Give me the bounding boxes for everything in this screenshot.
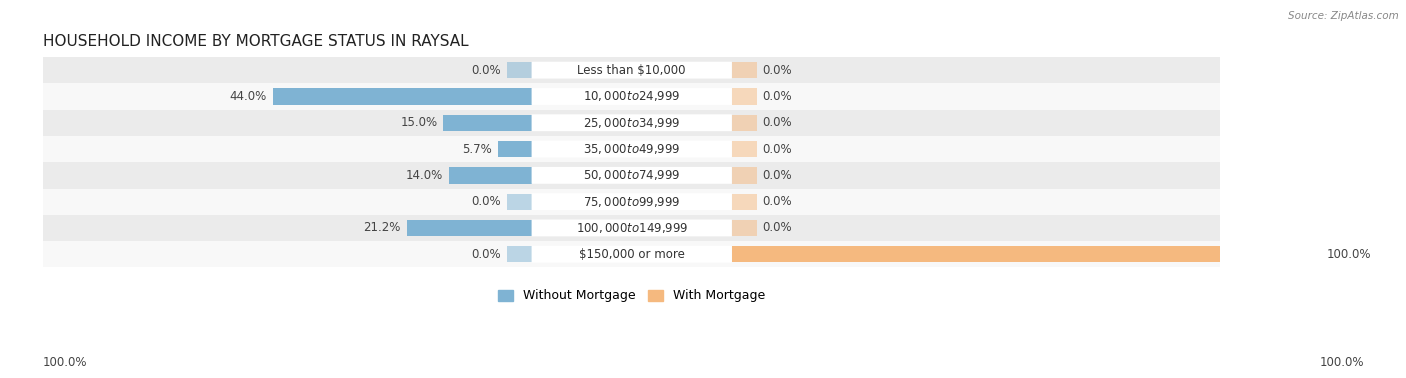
Bar (44, 162, 1220, 189)
FancyBboxPatch shape (531, 62, 733, 79)
Text: 14.0%: 14.0% (406, 169, 443, 182)
Bar (44, 215, 1220, 241)
Bar (498, 141, 531, 157)
Bar (731, 141, 756, 157)
Text: $25,000 to $34,999: $25,000 to $34,999 (583, 116, 681, 130)
Bar (273, 88, 531, 105)
Text: Less than $10,000: Less than $10,000 (578, 64, 686, 77)
FancyBboxPatch shape (531, 141, 733, 158)
Text: 100.0%: 100.0% (1326, 248, 1371, 261)
Bar (506, 194, 531, 210)
Bar (731, 88, 756, 105)
FancyBboxPatch shape (531, 88, 733, 105)
Legend: Without Mortgage, With Mortgage: Without Mortgage, With Mortgage (494, 285, 770, 307)
FancyBboxPatch shape (531, 193, 733, 210)
Bar (450, 167, 531, 183)
FancyBboxPatch shape (531, 220, 733, 236)
Bar (731, 246, 1320, 262)
Bar (44, 189, 1220, 215)
Text: $35,000 to $49,999: $35,000 to $49,999 (583, 142, 681, 156)
Bar (44, 57, 1220, 83)
Text: 100.0%: 100.0% (42, 356, 87, 369)
FancyBboxPatch shape (531, 115, 733, 131)
Text: $50,000 to $74,999: $50,000 to $74,999 (583, 168, 681, 182)
Bar (731, 220, 756, 236)
Text: $10,000 to $24,999: $10,000 to $24,999 (583, 90, 681, 104)
Text: 5.7%: 5.7% (463, 143, 492, 156)
FancyBboxPatch shape (531, 167, 733, 184)
Bar (731, 62, 756, 78)
Bar (506, 246, 531, 262)
Text: 0.0%: 0.0% (471, 248, 501, 261)
Text: 0.0%: 0.0% (471, 195, 501, 208)
Text: 0.0%: 0.0% (762, 195, 793, 208)
Text: 100.0%: 100.0% (1319, 356, 1364, 369)
Text: Source: ZipAtlas.com: Source: ZipAtlas.com (1288, 11, 1399, 21)
Bar (731, 115, 756, 131)
Text: 0.0%: 0.0% (471, 64, 501, 77)
Bar (44, 110, 1220, 136)
Text: $100,000 to $149,999: $100,000 to $149,999 (575, 221, 688, 235)
Bar (44, 136, 1220, 162)
Text: 0.0%: 0.0% (762, 143, 793, 156)
Text: 0.0%: 0.0% (762, 169, 793, 182)
Text: 44.0%: 44.0% (229, 90, 267, 103)
Bar (506, 62, 531, 78)
Text: $150,000 or more: $150,000 or more (579, 248, 685, 261)
Bar (731, 167, 756, 183)
Text: 0.0%: 0.0% (762, 64, 793, 77)
Text: HOUSEHOLD INCOME BY MORTGAGE STATUS IN RAYSAL: HOUSEHOLD INCOME BY MORTGAGE STATUS IN R… (44, 34, 468, 49)
Bar (44, 83, 1220, 110)
Text: $75,000 to $99,999: $75,000 to $99,999 (583, 195, 681, 209)
Bar (406, 220, 531, 236)
Text: 0.0%: 0.0% (762, 90, 793, 103)
Text: 0.0%: 0.0% (762, 116, 793, 129)
Bar (443, 115, 531, 131)
FancyBboxPatch shape (531, 246, 733, 263)
Bar (44, 241, 1220, 267)
Text: 15.0%: 15.0% (401, 116, 437, 129)
Bar (731, 194, 756, 210)
Text: 21.2%: 21.2% (364, 222, 401, 234)
Text: 0.0%: 0.0% (762, 222, 793, 234)
